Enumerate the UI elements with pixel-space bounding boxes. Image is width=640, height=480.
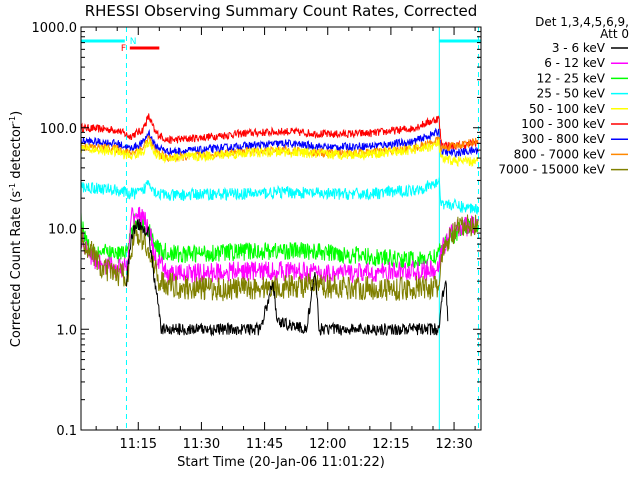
y-tick-label-0: 0.1 bbox=[56, 424, 77, 439]
series-line-7 bbox=[80, 214, 479, 302]
axes: 0.1 1.0 10.0 100.0 1000.0 11:15 11:30 11:45 12:0… bbox=[32, 21, 482, 452]
legend-entry-label-6: 300 - 800 keV bbox=[521, 132, 605, 146]
legend-entry-label-7: 800 - 7000 keV bbox=[514, 147, 606, 161]
series-line-4 bbox=[80, 177, 479, 215]
legend-entry-label-4: 50 - 100 keV bbox=[529, 102, 606, 116]
x-tick-label-1: 11:30 bbox=[183, 437, 220, 452]
series-line-3 bbox=[80, 138, 479, 168]
legend-entry-label-8: 7000 - 15000 keV bbox=[498, 163, 605, 177]
series-line-8 bbox=[126, 218, 449, 337]
legend-header-detectors: Det 1,3,4,5,6,9, bbox=[535, 15, 629, 29]
legend-entry-label-2: 12 - 25 keV bbox=[537, 71, 606, 85]
x-axis-label: Start Time (20-Jan-06 11:01:22) bbox=[177, 455, 385, 470]
x-tick-label-2: 11:45 bbox=[246, 437, 283, 452]
y-tick-label-3: 100.0 bbox=[40, 122, 77, 137]
y-tick-label-2: 10.0 bbox=[48, 223, 77, 238]
x-tick-label-3: 12:00 bbox=[309, 437, 346, 452]
y-tick-label-4: 1000.0 bbox=[32, 21, 78, 36]
legend-entry-label-0: 3 - 6 keV bbox=[552, 41, 606, 55]
x-tick-label-5: 12:30 bbox=[435, 437, 472, 452]
series-line-1 bbox=[80, 127, 479, 158]
legend-entry-label-5: 100 - 300 keV bbox=[521, 117, 605, 131]
chart-title: RHESSI Observing Summary Count Rates, Co… bbox=[85, 2, 478, 20]
flare-label: F bbox=[121, 44, 126, 54]
series-line-6 bbox=[80, 206, 479, 284]
y-tick-label-1: 1.0 bbox=[56, 323, 77, 338]
legend-header-attenuator: Att 0 bbox=[600, 27, 629, 41]
y-axis-label: Corrected Count Rate (s-1 detector-1) bbox=[8, 111, 24, 347]
x-tick-label-0: 11:15 bbox=[120, 437, 157, 452]
series-line-0 bbox=[80, 113, 479, 151]
x-tick-label-4: 12:15 bbox=[372, 437, 409, 452]
legend-entry-label-1: 6 - 12 keV bbox=[544, 56, 606, 70]
series-layer bbox=[80, 113, 479, 337]
legend-entry-label-3: 25 - 50 keV bbox=[537, 87, 606, 101]
night-label: N bbox=[130, 37, 137, 47]
